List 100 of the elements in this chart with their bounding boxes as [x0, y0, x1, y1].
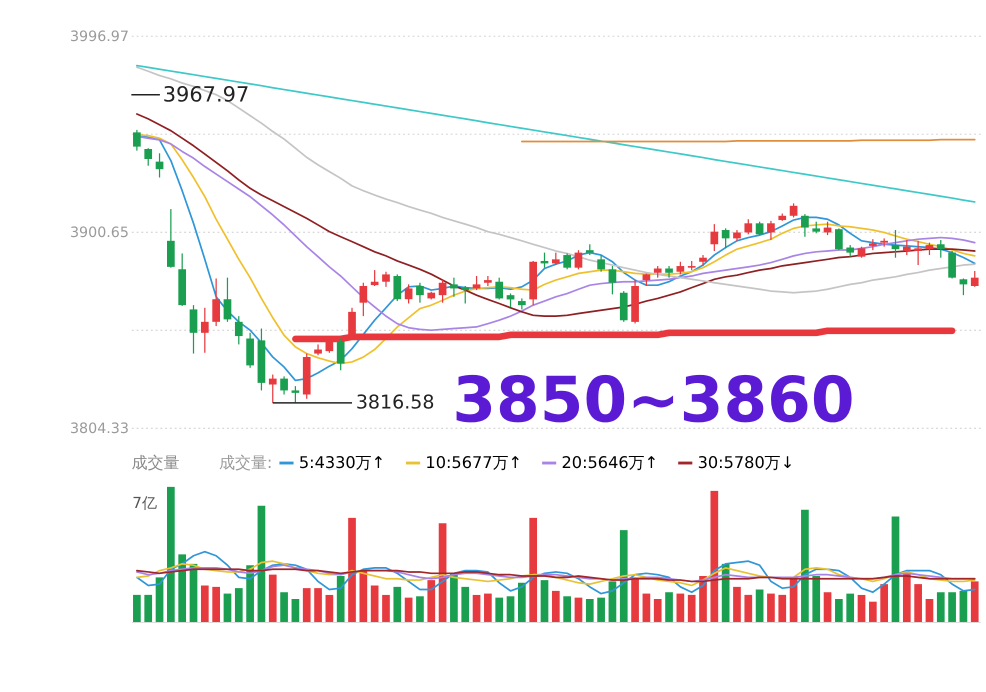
candlestick [642, 272, 650, 287]
bar [608, 581, 616, 622]
candlestick [936, 239, 945, 258]
bar [880, 584, 888, 622]
bar [326, 594, 334, 622]
candlestick [393, 274, 402, 302]
candlestick [224, 277, 232, 322]
bar [620, 530, 628, 622]
candlestick [472, 275, 480, 291]
bar [563, 596, 571, 622]
bar [416, 596, 424, 622]
bar [801, 510, 809, 622]
bar [824, 592, 832, 622]
annotation: 7亿 [132, 494, 157, 512]
candlestick [450, 277, 458, 298]
bar [868, 602, 877, 622]
candlestick [461, 285, 470, 304]
candlestick [868, 238, 877, 251]
bar [144, 594, 152, 622]
y-tick-label: 3996.97 [70, 28, 129, 45]
bar [892, 516, 900, 622]
candlestick [824, 221, 832, 236]
candlestick [744, 218, 752, 235]
bar [348, 518, 356, 622]
candlestick [200, 307, 209, 354]
annotation: 3850~3860 [452, 363, 855, 436]
bar [846, 594, 854, 622]
bar [926, 598, 934, 622]
candlestick [914, 240, 922, 266]
candlestick [336, 338, 345, 371]
candlestick [767, 220, 775, 241]
candlestick [268, 374, 277, 404]
bar [484, 594, 492, 622]
candlestick [416, 282, 424, 304]
candlestick [190, 304, 198, 354]
bar [948, 592, 956, 622]
bar [812, 576, 820, 622]
legend-label: 10:5677万↑ [425, 452, 522, 472]
bar [688, 594, 696, 622]
candlestick [552, 252, 560, 266]
candlestick [438, 279, 446, 304]
candlestick [801, 214, 809, 238]
candlestick [144, 148, 152, 166]
candlestick [212, 278, 220, 327]
candlestick [756, 221, 764, 236]
bar [258, 506, 266, 622]
candlestick [597, 254, 605, 272]
candlestick [563, 252, 571, 270]
bar [461, 586, 470, 622]
y-tick-label: 3804.33 [70, 421, 129, 438]
bar [212, 586, 220, 622]
candlestick [133, 129, 141, 152]
candlestick [654, 265, 662, 278]
candlestick [540, 252, 548, 268]
candlestick [314, 344, 322, 356]
bar [744, 594, 752, 622]
chart-title: 成交量 [131, 452, 180, 472]
bar [574, 598, 582, 622]
candlestick [858, 246, 866, 258]
bar [778, 594, 786, 622]
bar [133, 594, 141, 622]
bar [427, 580, 436, 622]
bar [302, 588, 311, 622]
bar [224, 594, 232, 622]
legend-title: 成交量: [218, 452, 272, 472]
bar [268, 574, 277, 622]
candlestick [370, 270, 379, 287]
bar [506, 596, 514, 622]
bar [280, 592, 288, 622]
bar [156, 577, 164, 622]
bar [902, 573, 911, 622]
candlestick [960, 278, 968, 296]
bar [665, 592, 673, 622]
candlestick [280, 376, 288, 396]
legend-label: 5:4330万↑ [298, 452, 386, 472]
candlestick [733, 229, 741, 242]
bar [552, 590, 560, 622]
candlestick [970, 270, 979, 288]
bar [710, 490, 718, 622]
bar [370, 585, 379, 622]
candlestick [506, 292, 514, 308]
candlestick [902, 239, 911, 256]
bar [914, 584, 922, 622]
bar [314, 588, 322, 622]
candlestick [835, 228, 843, 251]
candlestick [608, 265, 616, 295]
annotation: 3967.97 [162, 82, 250, 106]
bar [234, 588, 243, 622]
bar [450, 573, 458, 622]
candlestick [812, 221, 820, 234]
candlestick [676, 261, 684, 276]
bar [970, 581, 979, 622]
bar [733, 586, 741, 622]
candlestick [292, 386, 300, 403]
bar [835, 598, 843, 622]
bar [404, 598, 412, 622]
candlestick [665, 265, 673, 278]
candlestick [484, 275, 492, 287]
legend-label: 30:5780万↓ [698, 452, 794, 472]
bar [190, 564, 198, 622]
